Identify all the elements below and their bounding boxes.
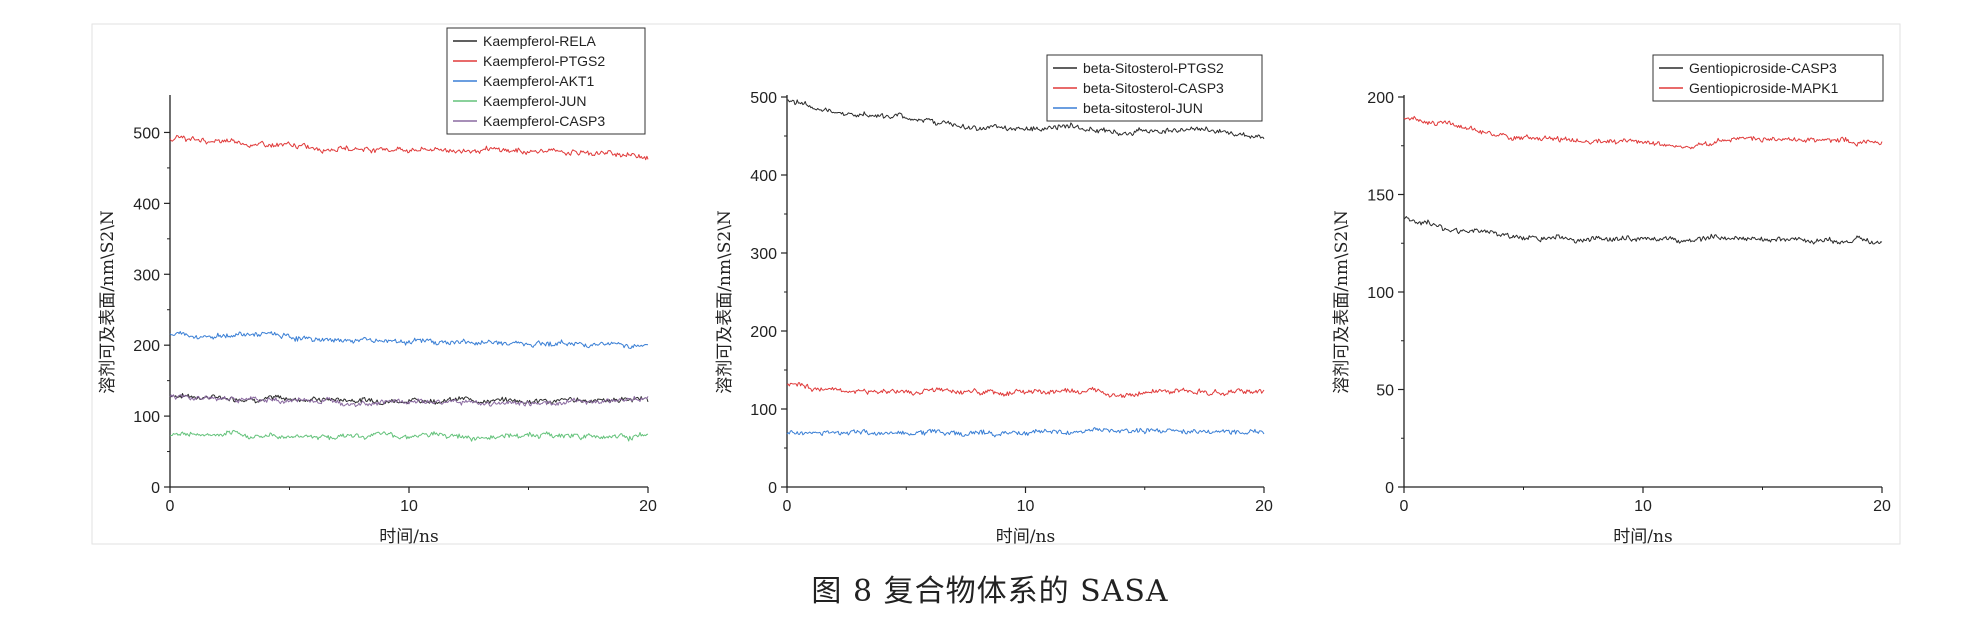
legend-label: beta-Sitosterol-PTGS2 <box>1083 60 1224 76</box>
x-tick-label: 0 <box>166 498 175 515</box>
y-tick-label: 200 <box>750 324 777 341</box>
series-line-gentiopicroside-mapk1 <box>1403 115 1883 150</box>
x-axis-title: 时间/ns <box>379 527 438 547</box>
series-line-beta-sitosterol-ptgs2 <box>786 99 1265 140</box>
legend-label: beta-Sitosterol-CASP3 <box>1083 80 1224 96</box>
y-tick-label: 400 <box>750 168 777 185</box>
x-tick-label: 20 <box>1255 498 1273 515</box>
chart-panel-beta-sitosterol: 0 100 200 300 400 500 0 10 20 时间/ns 溶剂可及表面/nm\S2\N… <box>715 54 1273 547</box>
x-tick-label: 10 <box>1017 498 1035 515</box>
y-tick-label: 400 <box>133 196 160 213</box>
y-tick-label: 300 <box>133 267 160 284</box>
series-line-kaempferol-casp3 <box>169 394 649 408</box>
x-tick-label: 10 <box>400 498 418 515</box>
y-tick-label: 150 <box>1367 188 1394 205</box>
y-axis-title: 溶剂可及表面/nm\S2\N <box>1332 210 1352 394</box>
legend-box <box>446 27 646 135</box>
y-tick-label: 0 <box>768 480 777 497</box>
series-line-kaempferol-ptgs2 <box>169 134 649 161</box>
legend-box <box>1046 54 1263 122</box>
figure-caption: 图 8 复合物体系的 SASA <box>811 574 1169 609</box>
y-tick-label: 500 <box>133 125 160 142</box>
y-tick-label: 200 <box>133 338 160 355</box>
legend-label: Kaempferol-PTGS2 <box>483 53 605 69</box>
y-tick-label: 0 <box>1385 480 1394 497</box>
y-tick-label: 300 <box>750 246 777 263</box>
x-tick-label: 0 <box>783 498 792 515</box>
chart-panel-gentiopicroside: 0 50 100 150 200 0 10 20 时间/ns 溶剂可及表面/nm\S2\N Gent… <box>1332 54 1891 547</box>
y-axis-title: 溶剂可及表面/nm\S2\N <box>715 210 735 394</box>
x-tick-label: 20 <box>1873 498 1891 515</box>
y-tick-label: 500 <box>750 90 777 107</box>
y-tick-label: 100 <box>1367 285 1394 302</box>
series-line-kaempferol-jun <box>169 429 649 442</box>
chart-panel-kaempferol: 0 100 200 300 400 500 0 10 20 时间/ns 溶剂可及表面/nm\S2\N… <box>98 27 657 547</box>
series-line-beta-sitosterol-jun <box>786 427 1265 438</box>
x-axis-title: 时间/ns <box>996 527 1055 547</box>
legend-label: Kaempferol-AKT1 <box>483 73 594 89</box>
x-tick-label: 20 <box>639 498 657 515</box>
y-tick-label: 100 <box>133 409 160 426</box>
y-tick-label: 0 <box>151 480 160 497</box>
y-axis-title: 溶剂可及表面/nm\S2\N <box>98 210 118 394</box>
legend-label: Kaempferol-CASP3 <box>483 113 605 129</box>
legend-box <box>1652 54 1884 102</box>
x-tick-label: 10 <box>1634 498 1652 515</box>
y-tick-label: 50 <box>1376 383 1394 400</box>
figure-frame <box>91 23 1901 545</box>
series-line-beta-sitosterol-casp3 <box>786 382 1265 398</box>
y-tick-label: 100 <box>750 402 777 419</box>
legend-label: Gentiopicroside-MAPK1 <box>1689 80 1839 96</box>
y-tick-label: 200 <box>1367 90 1394 107</box>
x-axis-title: 时间/ns <box>1613 527 1672 547</box>
series-line-gentiopicroside-casp3 <box>1403 216 1883 245</box>
legend-label: beta-sitosterol-JUN <box>1083 100 1203 116</box>
x-tick-label: 0 <box>1400 498 1409 515</box>
series-line-kaempferol-akt1 <box>169 331 649 349</box>
legend-label: Kaempferol-RELA <box>483 33 596 49</box>
legend-label: Kaempferol-JUN <box>483 93 586 109</box>
legend-label: Gentiopicroside-CASP3 <box>1689 60 1837 76</box>
